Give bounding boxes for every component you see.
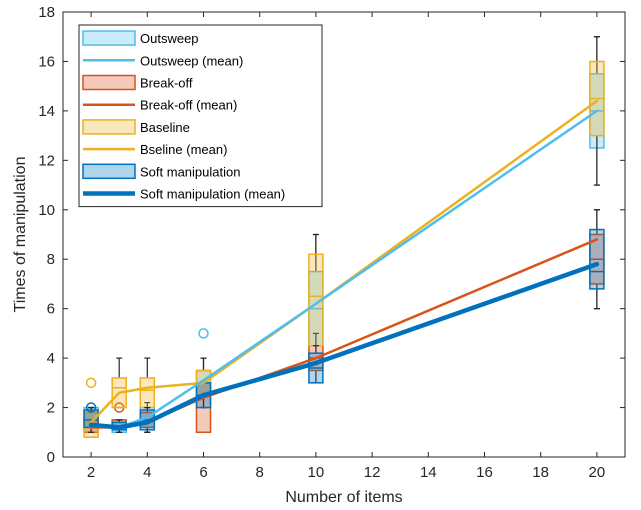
- y-tick-label: 4: [47, 350, 55, 367]
- soft-outlier: [85, 402, 97, 413]
- chart-marks: [83, 36, 605, 438]
- legend-label: Outsweep (mean): [140, 53, 243, 68]
- x-tick-label: 12: [364, 464, 381, 481]
- outsweep-outlier: [198, 328, 209, 339]
- x-tick-label: 6: [199, 464, 207, 481]
- legend-label: Baseline: [140, 120, 190, 135]
- x-tick-label: 18: [532, 464, 549, 481]
- soft-box: [589, 228, 605, 290]
- legend-label: Bseline (mean): [140, 142, 227, 157]
- legend-label: Outsweep: [140, 31, 199, 46]
- legend-swatch-box-soft: [82, 163, 136, 180]
- x-tick-label: 10: [308, 464, 325, 481]
- series-breakoff-boxes: [83, 209, 605, 434]
- mean-line-soft: [88, 261, 600, 430]
- legend-swatch-box-outsweep: [82, 30, 136, 46]
- axis-ticks: 2 4 6 8 10 12 14 16 18 20 0 2 4 6 8 10 12 14 16 18: [38, 4, 625, 481]
- y-tick-label: 0: [47, 449, 55, 466]
- y-tick-label: 12: [38, 152, 55, 169]
- y-tick-label: 18: [38, 4, 55, 21]
- axes-frame: [62, 11, 626, 458]
- y-tick-label: 10: [38, 202, 55, 219]
- x-tick-label: 14: [420, 464, 437, 481]
- legend: Outsweep Outsweep (mean) Break-off Break-of…: [78, 24, 323, 208]
- x-tick-label: 8: [256, 464, 264, 481]
- y-tick-label: 16: [38, 53, 55, 70]
- x-tick-label: 16: [476, 464, 493, 481]
- x-tick-label: 2: [87, 464, 95, 481]
- baseline-outlier: [85, 377, 97, 389]
- baseline-box: [139, 377, 156, 409]
- y-axis-title: Times of manipulation: [12, 157, 29, 313]
- y-tick-label: 8: [47, 251, 55, 268]
- y-tick-label: 14: [38, 103, 55, 120]
- mean-line-breakoff: [89, 238, 599, 429]
- x-tick-label: 20: [589, 464, 606, 481]
- legend-label: Break-off (mean): [140, 98, 237, 113]
- legend-swatch-box-baseline: [82, 119, 136, 135]
- legend-label: Soft manipulation (mean): [140, 187, 285, 202]
- mean-line-baseline: [89, 99, 599, 424]
- legend-label: Soft manipulation: [140, 164, 240, 179]
- x-tick-label: 4: [143, 464, 151, 481]
- legend-box: [78, 24, 323, 208]
- series-soft-boxes: [83, 209, 605, 433]
- y-tick-label: 6: [47, 301, 55, 318]
- series-baseline-boxes: [83, 36, 605, 438]
- x-axis-title: Number of items: [285, 489, 402, 506]
- legend-label: Break-off: [140, 76, 193, 91]
- legend-swatch-box-breakoff: [82, 74, 136, 91]
- y-tick-label: 2: [47, 400, 55, 417]
